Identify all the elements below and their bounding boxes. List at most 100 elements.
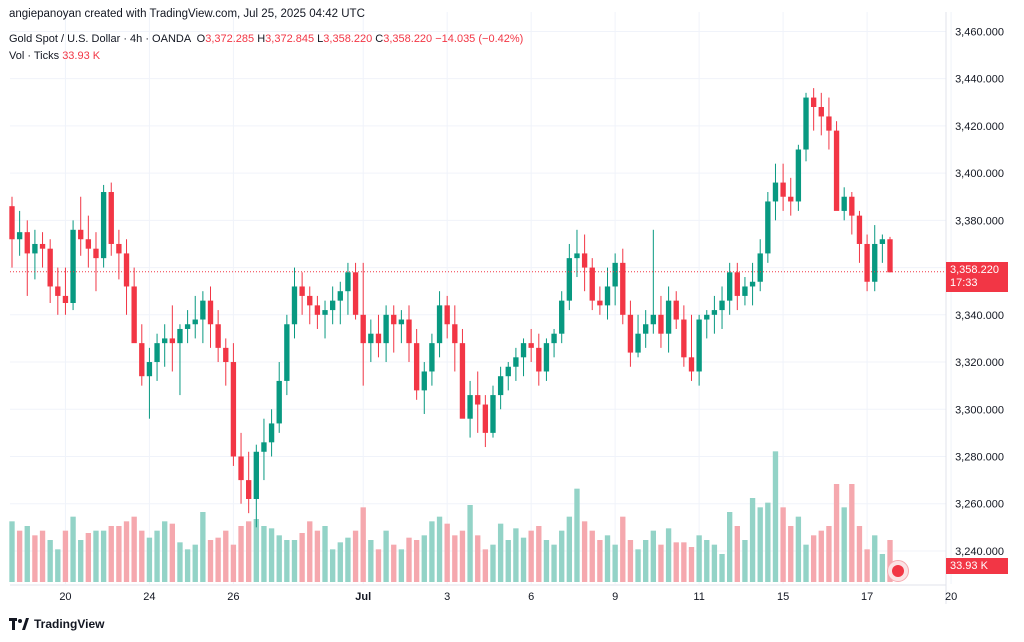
candle-body	[368, 333, 374, 344]
time-tick-label: 20	[59, 591, 71, 603]
candle	[879, 234, 886, 263]
volume-bar	[475, 535, 481, 582]
candle-body	[849, 196, 855, 216]
symbol-name[interactable]: Gold Spot / U.S. Dollar · 4h · OANDA	[9, 33, 191, 45]
candle	[70, 220, 76, 311]
candle	[520, 338, 527, 377]
symbol-legend[interactable]: Gold Spot / U.S. Dollar · 4h · OANDA O3,…	[9, 33, 523, 45]
candle-body	[879, 239, 886, 244]
candle	[612, 253, 618, 306]
volume-bar	[47, 540, 53, 582]
candle	[207, 286, 214, 348]
volume-bar	[78, 540, 84, 582]
high-label: H	[257, 33, 266, 45]
candle	[62, 267, 69, 315]
candle	[154, 333, 160, 381]
candle-body	[261, 442, 267, 452]
candle	[482, 395, 489, 448]
candle	[284, 314, 290, 396]
volume-bar	[673, 542, 679, 582]
candle-body	[887, 239, 893, 273]
candle-body	[192, 319, 198, 325]
candle	[139, 324, 145, 386]
candle	[818, 92, 824, 136]
candle-body	[215, 324, 221, 348]
candle-body	[864, 243, 870, 282]
candle-body	[620, 262, 626, 315]
candle	[78, 196, 84, 256]
volume-bar	[436, 516, 443, 582]
volume-bar	[246, 521, 252, 582]
candle-body	[154, 343, 160, 363]
candle-body	[459, 343, 466, 419]
volume-bar	[55, 549, 61, 582]
candle-body	[85, 239, 92, 249]
candle-body	[826, 116, 832, 131]
candle	[108, 182, 114, 256]
candle-body	[383, 314, 389, 344]
close-label: C	[375, 33, 384, 45]
volume-bar	[574, 488, 580, 582]
volume-label[interactable]: Vol · Ticks	[9, 50, 60, 62]
last-price-tag: 3,358.220 17:33	[946, 262, 1008, 292]
candle-body	[475, 395, 481, 405]
volume-bar	[581, 521, 588, 582]
candle-body	[39, 243, 46, 249]
volume-bar	[360, 507, 366, 582]
candle-body	[398, 319, 405, 325]
candle-body	[696, 319, 702, 372]
candle	[85, 215, 92, 268]
candle	[436, 291, 443, 358]
volume-bar	[688, 547, 695, 582]
volume-bar	[696, 535, 702, 582]
candle	[421, 362, 427, 414]
volume-bar	[604, 535, 611, 582]
candle	[513, 347, 519, 381]
candle	[230, 343, 237, 466]
candle	[742, 277, 748, 306]
volume-bar	[635, 549, 641, 582]
bar-countdown: 17:33	[950, 277, 978, 289]
time-tick-label: 6	[528, 591, 534, 603]
candle	[162, 324, 168, 367]
candle-body	[589, 267, 595, 301]
candle	[345, 262, 351, 315]
volume-bar	[559, 530, 565, 582]
candle	[307, 286, 313, 325]
candle	[459, 328, 466, 419]
candle-body	[467, 395, 473, 419]
volume-bar	[39, 530, 46, 582]
change-value: −14.035 (−0.42%)	[435, 33, 524, 45]
volume-bar	[93, 530, 99, 582]
candle-body	[444, 305, 450, 325]
volume-bars	[9, 451, 893, 582]
candle	[726, 262, 733, 315]
candle	[475, 371, 481, 433]
candle-body	[169, 338, 176, 344]
candle-body	[704, 314, 710, 320]
volume-bar	[643, 540, 649, 582]
volume-legend[interactable]: Vol · Ticks 33.93 K	[9, 50, 100, 62]
volume-bar	[146, 537, 153, 582]
us-flag-icon[interactable]	[887, 560, 909, 582]
candle	[383, 305, 389, 363]
close-value: 3,358.220	[383, 33, 433, 45]
volume-bar	[795, 516, 802, 582]
candle-body	[238, 456, 244, 481]
candle	[749, 262, 756, 306]
tradingview-logo[interactable]: TradingView	[9, 617, 104, 631]
candle	[223, 338, 229, 386]
candle	[635, 314, 641, 358]
candle-body	[337, 291, 343, 301]
candle-body	[276, 380, 282, 424]
candle	[528, 328, 534, 363]
volume-bar	[749, 498, 756, 582]
candle	[772, 163, 779, 221]
candle-body	[177, 328, 183, 344]
volume-bar	[872, 535, 878, 582]
price-tick-label: 3,340.000	[955, 310, 1004, 322]
candles	[9, 88, 893, 528]
volume-bar	[345, 537, 351, 582]
